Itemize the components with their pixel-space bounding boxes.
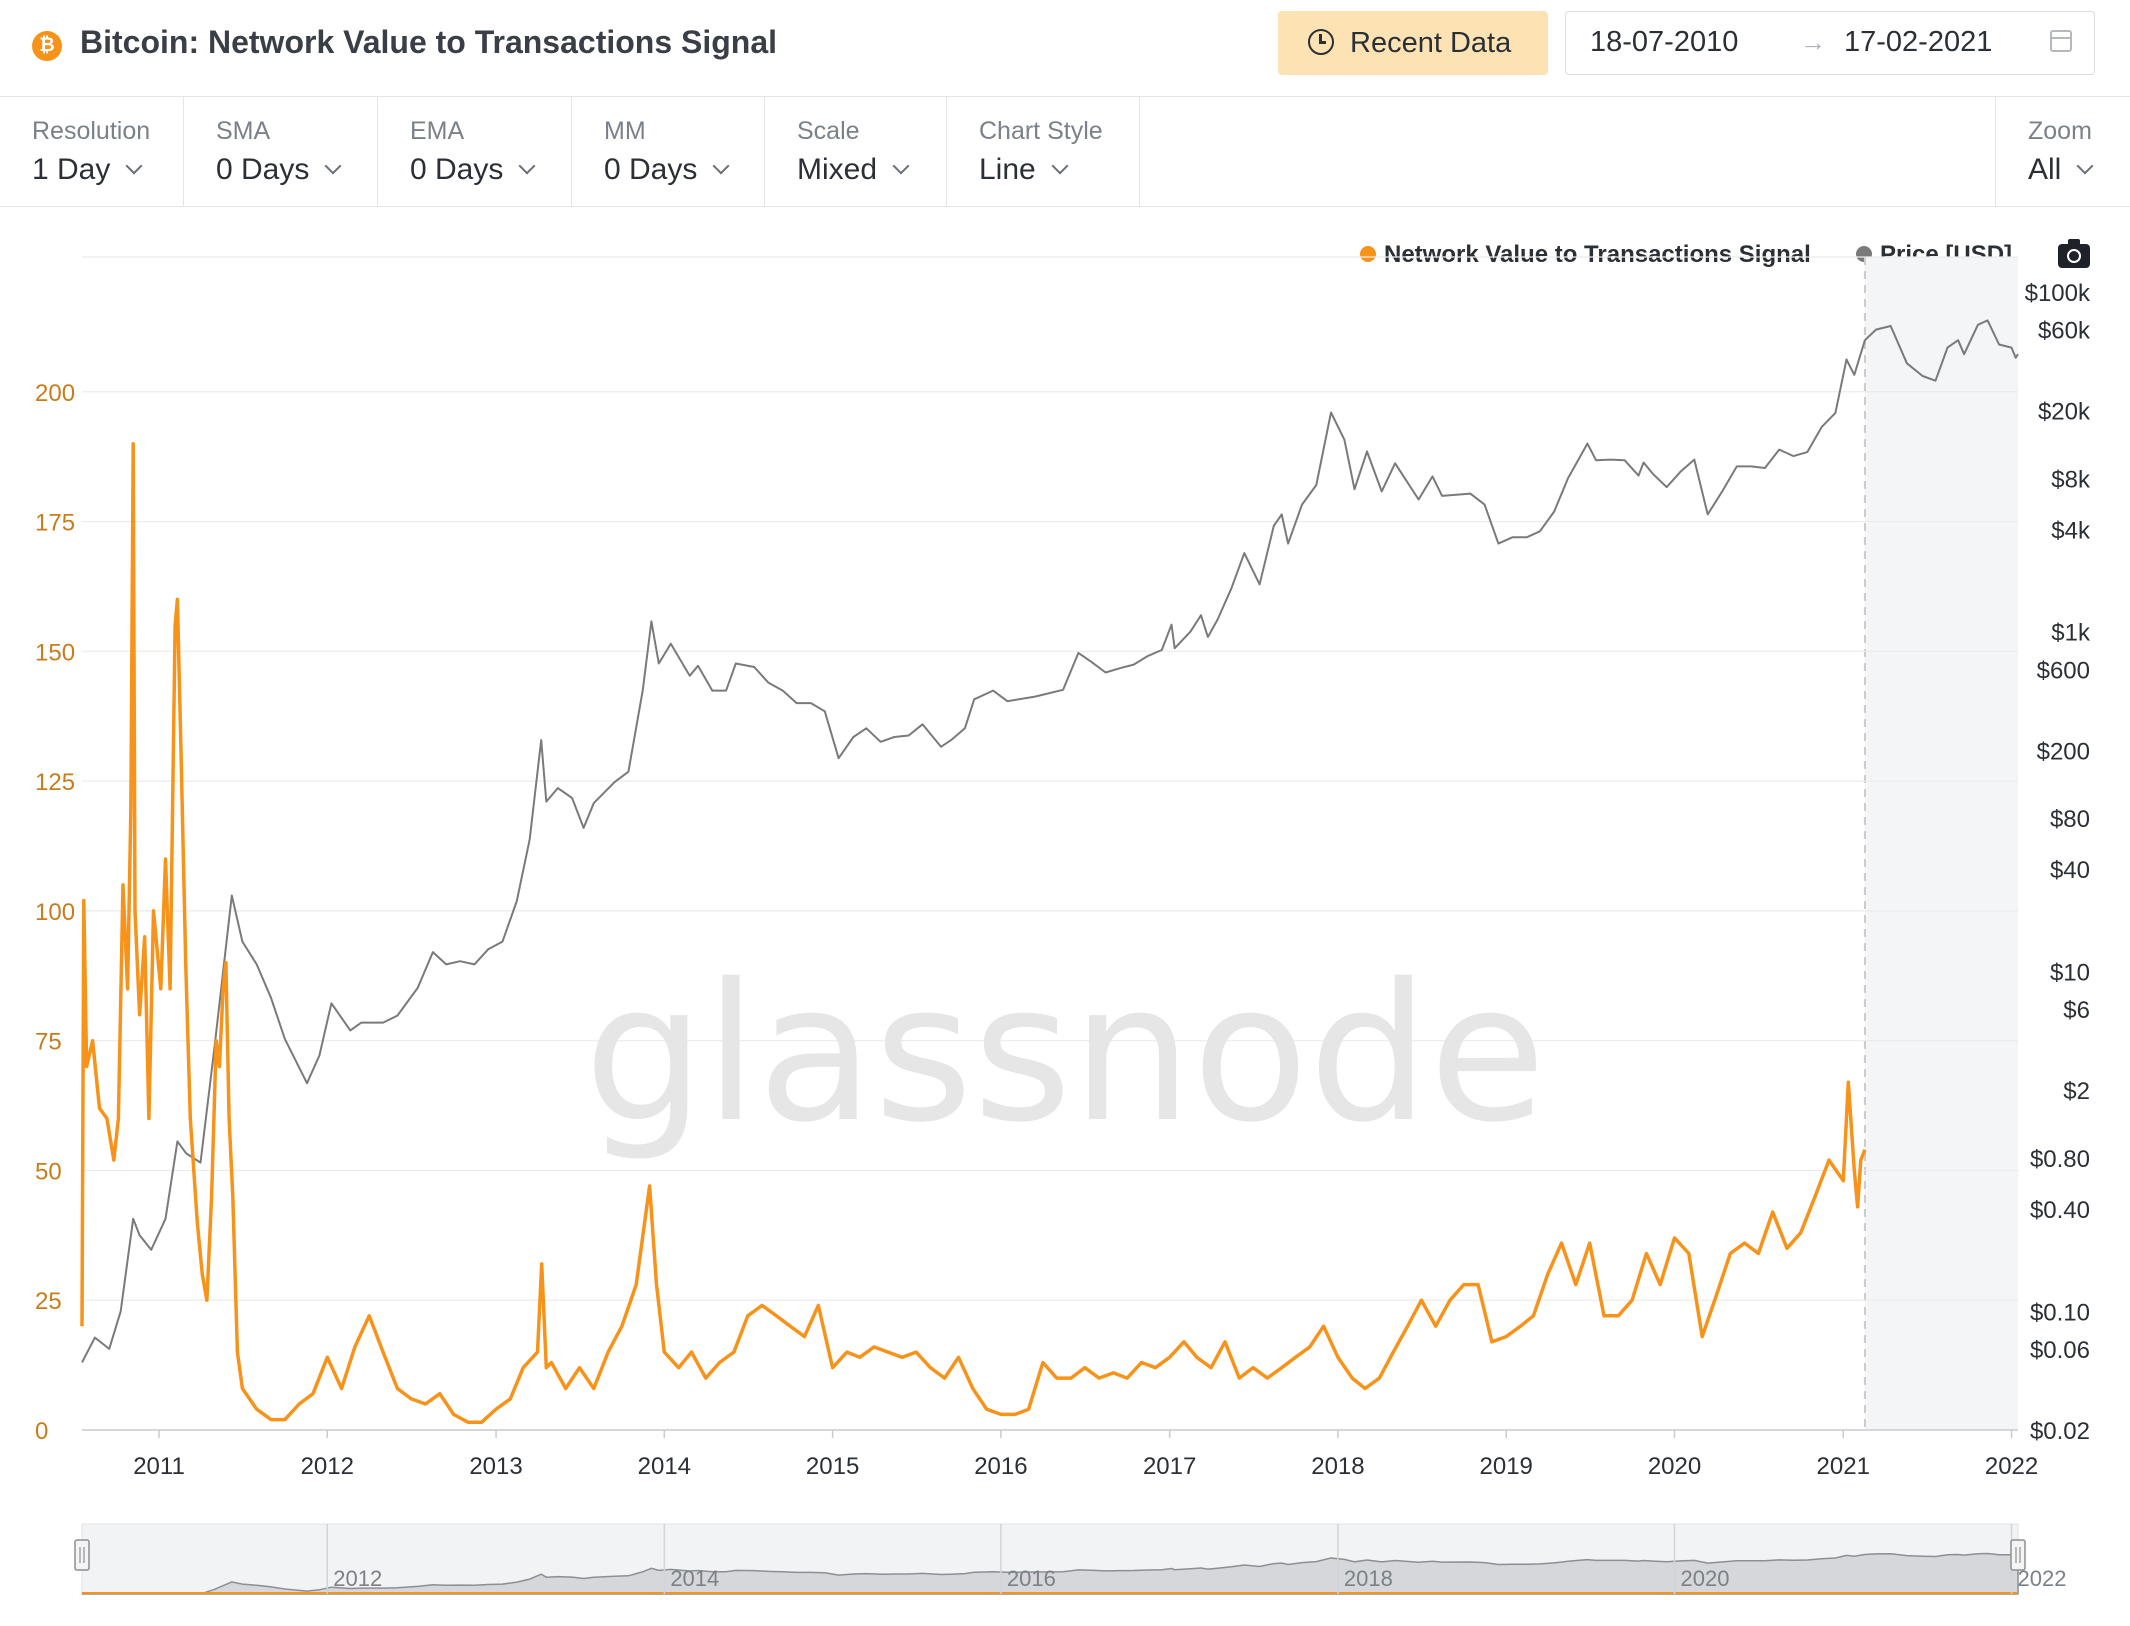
recent-highlight-region (1864, 257, 2018, 1430)
right-axis-tick: $80 (2050, 806, 2090, 833)
left-axis-tick: 50 (35, 1158, 62, 1185)
recent-data-label: Recent Data (1350, 27, 1512, 59)
date-from[interactable]: 18-07-2010 (1590, 26, 1739, 58)
right-axis-tick: $0.80 (2030, 1146, 2090, 1173)
right-axis-tick: $0.40 (2030, 1197, 2090, 1224)
nvts-series-line (80, 441, 1867, 1424)
navigator-price-area (82, 1552, 2019, 1595)
chevron-down-icon (2076, 157, 2094, 175)
x-axis-tick: 2016 (974, 1453, 1027, 1480)
scale-value[interactable]: Mixed (797, 153, 910, 187)
bitcoin-icon: ₿ (32, 31, 62, 61)
sma-label: SMA (216, 117, 271, 145)
x-axis-tick: 2014 (638, 1453, 691, 1480)
legend-dot-nvts (1360, 246, 1376, 262)
chart-style-label: Chart Style (979, 117, 1103, 145)
navigator-tick: 2018 (1344, 1566, 1393, 1591)
resolution-select[interactable]: Resolution 1 Day (0, 97, 184, 206)
left-axis-tick: 0 (35, 1418, 48, 1445)
right-axis-tick: $1k (2051, 620, 2091, 647)
left-axis-tick: 100 (35, 899, 75, 926)
x-axis-tick: 2017 (1143, 1453, 1196, 1480)
calendar-icon[interactable] (2050, 30, 2072, 52)
left-axis-tick: 150 (35, 639, 75, 666)
right-axis-tick: $200 (2037, 738, 2090, 765)
mm-value[interactable]: 0 Days (604, 153, 730, 187)
chart-controls: Resolution 1 Day SMA 0 Days EMA 0 Days M… (0, 97, 2130, 207)
chevron-down-icon (518, 157, 536, 175)
right-axis-tick: $8k (2051, 466, 2091, 493)
scale-label: Scale (797, 117, 860, 145)
clock-icon (1308, 29, 1334, 55)
chevron-down-icon (1051, 157, 1069, 175)
sma-value[interactable]: 0 Days (216, 153, 342, 187)
x-axis-tick: 2019 (1480, 1453, 1533, 1480)
navigator-tick: 2022 (2018, 1566, 2067, 1591)
x-axis-tick: 2013 (469, 1453, 522, 1480)
right-axis-tick: $0.10 (2030, 1299, 2090, 1326)
ema-value[interactable]: 0 Days (410, 153, 536, 187)
x-axis-tick: 2021 (1817, 1453, 1870, 1480)
zoom-label: Zoom (2028, 117, 2092, 145)
left-axis-tick: 125 (35, 769, 75, 796)
right-axis-tick: $60k (2038, 318, 2091, 345)
right-axis-tick: $10 (2050, 959, 2090, 986)
right-axis-tick: $600 (2037, 657, 2090, 684)
header-bar: ₿ Bitcoin: Network Value to Transactions… (0, 0, 2130, 97)
camera-icon[interactable] (2058, 239, 2090, 268)
x-axis-tick: 2011 (133, 1453, 185, 1480)
left-axis-tick: 175 (35, 510, 75, 537)
arrow-right-icon: → (1800, 27, 1826, 57)
date-range-picker[interactable]: 18-07-2010 → 17-02-2021 (1565, 11, 2095, 75)
navigator-tick: 2012 (333, 1566, 382, 1591)
right-axis-tick: $100k (2025, 280, 2091, 307)
chart-style-select[interactable]: Chart Style Line (947, 97, 1140, 206)
x-axis-tick: 2022 (1985, 1453, 2038, 1480)
navigator-tick: 2014 (670, 1566, 719, 1591)
x-axis-tick: 2015 (806, 1453, 859, 1480)
zoom-value[interactable]: All (2028, 153, 2094, 187)
sma-select[interactable]: SMA 0 Days (184, 97, 378, 206)
price-series-line (81, 319, 2019, 1363)
x-axis-tick: 2020 (1648, 1453, 1701, 1480)
right-axis-tick: $0.02 (2030, 1418, 2090, 1445)
recent-data-button[interactable]: Recent Data (1278, 11, 1548, 75)
ema-select[interactable]: EMA 0 Days (378, 97, 572, 206)
right-axis-tick: $20k (2038, 399, 2091, 426)
chevron-down-icon (712, 157, 730, 175)
page-title: Bitcoin: Network Value to Transactions S… (80, 24, 778, 60)
mm-label: MM (604, 117, 646, 145)
navigator-tick: 2016 (1007, 1566, 1056, 1591)
watermark: glassnode (584, 943, 1546, 1164)
right-axis-tick: $6 (2063, 997, 2090, 1024)
chevron-down-icon (125, 157, 143, 175)
mm-select[interactable]: MM 0 Days (572, 97, 765, 206)
right-axis-tick: $2 (2063, 1078, 2090, 1105)
left-axis-tick: 75 (35, 1029, 62, 1056)
zoom-select[interactable]: Zoom All (1995, 97, 2130, 206)
chart-style-value[interactable]: Line (979, 153, 1069, 187)
chevron-down-icon (892, 157, 910, 175)
navigator-handle-left[interactable] (74, 1539, 90, 1571)
right-axis-tick: $0.06 (2030, 1337, 2090, 1364)
date-to[interactable]: 17-02-2021 (1844, 26, 1993, 58)
resolution-value[interactable]: 1 Day (32, 153, 143, 187)
right-axis-tick: $40 (2050, 857, 2090, 884)
x-axis-tick: 2018 (1311, 1453, 1364, 1480)
left-axis-tick: 25 (35, 1288, 62, 1315)
chevron-down-icon (324, 157, 342, 175)
ema-label: EMA (410, 117, 465, 145)
left-axis-tick: 200 (35, 380, 75, 407)
legend-nvts[interactable]: Network Value to Transactions Signal (1360, 241, 1811, 269)
right-axis-tick: $4k (2051, 517, 2091, 544)
scale-select[interactable]: Scale Mixed (765, 97, 947, 206)
chart-area: glassnode 0 25 50 75 100 125 150 175 200 $100k $6… (35, 256, 2091, 1595)
resolution-label: Resolution (32, 117, 151, 145)
navigator-tick: 2020 (1681, 1566, 1730, 1591)
x-axis-tick: 2012 (301, 1453, 354, 1480)
navigator-handle-right[interactable] (2010, 1539, 2026, 1571)
